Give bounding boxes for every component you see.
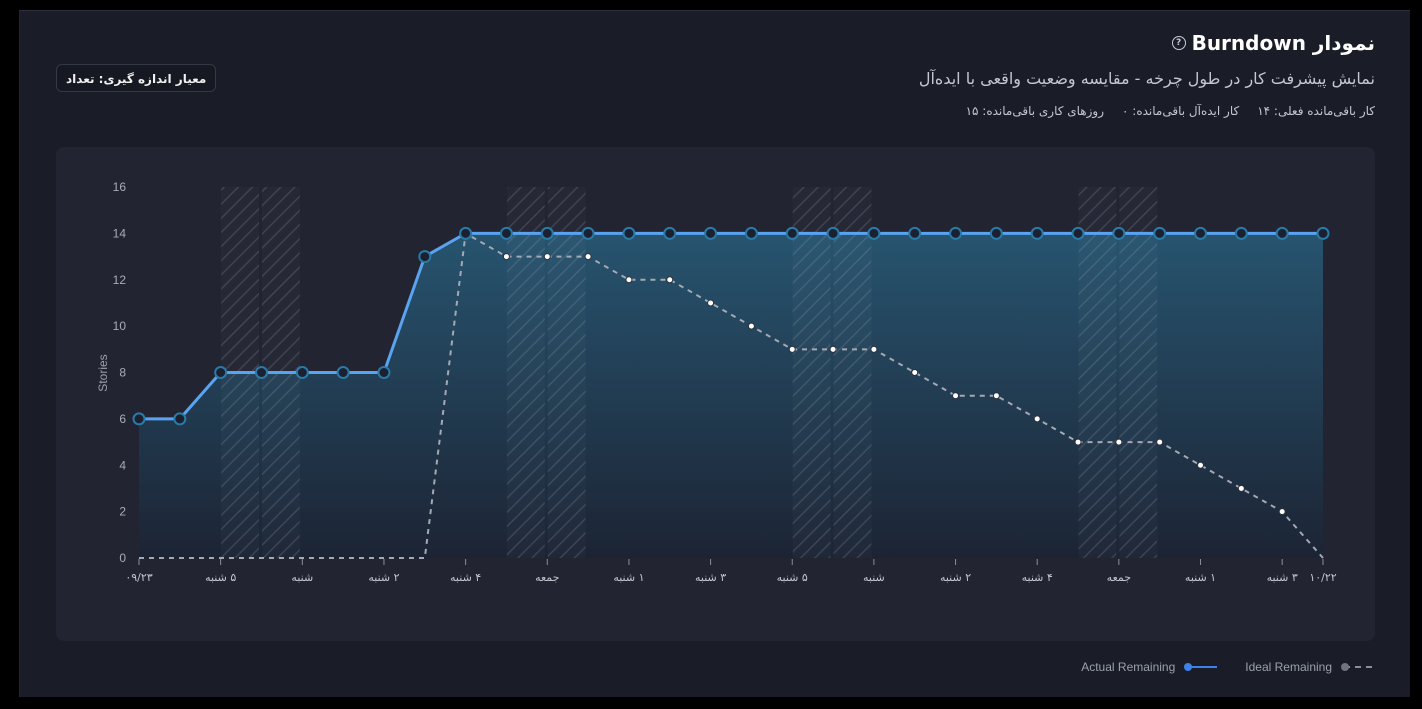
page-title: نمودار Burndown <box>1191 31 1375 55</box>
measurement-metric-button[interactable]: معیار اندازه گیری: تعداد <box>56 64 217 92</box>
chart-panel <box>56 147 1375 641</box>
legend-actual-label: Actual Remaining <box>1081 660 1176 674</box>
actual-line-swatch-icon <box>1184 663 1218 671</box>
ideal-line-swatch-icon <box>1341 663 1376 671</box>
legend-ideal-label: Ideal Remaining <box>1245 660 1332 674</box>
chart-header: نمودار Burndown ? نمایش پیشرفت کار در طو… <box>919 30 1375 119</box>
question-circle-icon[interactable]: ? <box>1171 36 1186 50</box>
legend-item-actual[interactable]: Actual Remaining <box>1081 660 1219 674</box>
chart-legend: Actual Remaining Ideal Remaining <box>1081 660 1376 674</box>
title-row: نمودار Burndown ? <box>919 30 1375 56</box>
stat-current-remaining: کار باقی‌مانده فعلی: ۱۴ <box>1257 104 1375 118</box>
chart-subtitle: نمایش پیشرفت کار در طول چرخه - مقایسه وض… <box>918 69 1375 88</box>
stats-row: کار باقی‌مانده فعلی: ۱۴ کار ایده‌آل باقی… <box>919 103 1375 119</box>
stat-ideal-remaining: کار ایده‌آل باقی‌مانده: ۰ <box>1122 104 1240 118</box>
stat-days-remaining: روزهای کاری باقی‌مانده: ۱۵ <box>965 104 1105 118</box>
legend-item-ideal[interactable]: Ideal Remaining <box>1245 660 1376 674</box>
